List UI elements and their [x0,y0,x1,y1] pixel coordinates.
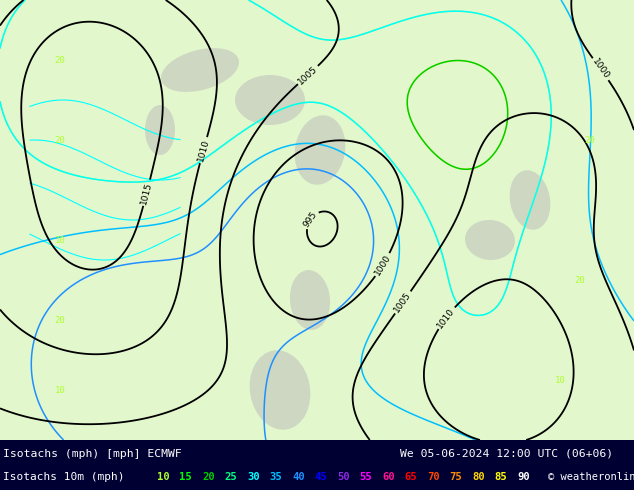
Text: 1010: 1010 [436,306,456,330]
Text: 50: 50 [337,471,350,482]
Text: 20: 20 [585,136,595,145]
Text: 30: 30 [247,471,260,482]
Text: We 05-06-2024 12:00 UTC (06+06): We 05-06-2024 12:00 UTC (06+06) [400,448,613,459]
Ellipse shape [290,270,330,330]
Ellipse shape [235,75,305,125]
Ellipse shape [250,350,311,430]
Text: © weatheronline.co.uk: © weatheronline.co.uk [548,471,634,482]
Text: 75: 75 [450,471,462,482]
Text: 20: 20 [55,316,65,324]
Text: 1010: 1010 [196,138,211,162]
Text: 25: 25 [224,471,237,482]
Text: 15: 15 [179,471,192,482]
Text: 20: 20 [574,275,585,285]
Text: 85: 85 [495,471,507,482]
Text: 60: 60 [382,471,395,482]
Text: 90: 90 [517,471,530,482]
Text: 20: 20 [55,55,65,65]
Text: 65: 65 [404,471,417,482]
Text: 35: 35 [269,471,282,482]
Ellipse shape [161,48,239,92]
Text: 1005: 1005 [297,64,320,86]
Ellipse shape [510,170,550,230]
Text: 40: 40 [292,471,305,482]
Text: 1015: 1015 [139,180,154,205]
Text: 10: 10 [157,471,170,482]
Text: 80: 80 [472,471,485,482]
Text: 20: 20 [202,471,215,482]
Ellipse shape [295,115,346,185]
Ellipse shape [145,105,175,155]
Text: 995: 995 [302,210,320,229]
Text: 10: 10 [555,375,566,385]
Text: Isotachs 10m (mph): Isotachs 10m (mph) [3,471,124,482]
Text: 20: 20 [55,136,65,145]
Text: 1005: 1005 [392,291,413,315]
Text: 1000: 1000 [373,253,392,277]
Text: 10: 10 [55,236,65,245]
Text: 55: 55 [359,471,372,482]
Ellipse shape [465,220,515,260]
Text: 1000: 1000 [590,57,611,81]
Text: 10: 10 [55,386,65,394]
Text: 70: 70 [427,471,440,482]
Text: Isotachs (mph) [mph] ECMWF: Isotachs (mph) [mph] ECMWF [3,448,182,459]
Text: 45: 45 [314,471,327,482]
